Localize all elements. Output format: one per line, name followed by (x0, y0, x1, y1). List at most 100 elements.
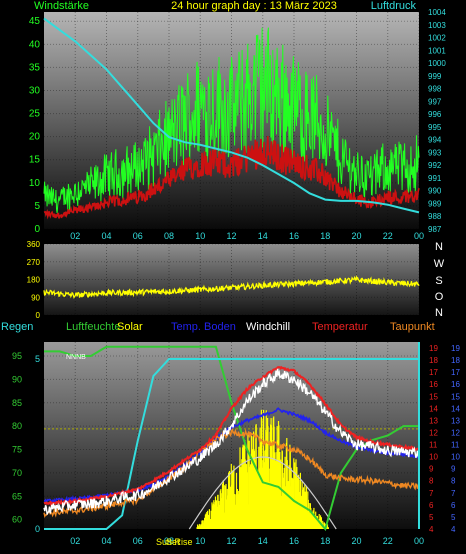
hour-tick-label: 18 (320, 536, 330, 546)
humidity-tick-label: 75 (12, 445, 22, 455)
pressure-tick-label: 997 (428, 97, 442, 106)
temp-tick-label: 13 (429, 416, 438, 425)
pressure-tick-label: 994 (428, 136, 442, 145)
pressure-tick-label: 993 (428, 148, 442, 157)
legend-rain: Regen (1, 321, 33, 333)
hour-tick-label: 12 (226, 536, 236, 546)
wind-tick-label: 25 (29, 109, 41, 120)
temp-tick-label: 15 (429, 392, 438, 401)
temp-tick-label: 6 (429, 501, 434, 510)
right-axis-title: Luftdruck (371, 0, 417, 12)
hour-tick-label: 22 (383, 231, 393, 241)
pressure-tick-label: 1004 (428, 8, 446, 17)
rain-line (44, 358, 419, 530)
wind-tick-label: 35 (29, 62, 41, 73)
hour-tick-label: 06 (133, 536, 143, 546)
humidity-tick-label: 60 (12, 515, 22, 525)
humidity-tick-label: 65 (12, 491, 22, 501)
temp-tick-label: 12 (429, 428, 438, 437)
direction-tick-label: 180 (27, 276, 41, 285)
hour-tick-label: 06 (133, 231, 143, 241)
left-axis-title: Windstärke (34, 0, 89, 12)
compass-n-top: N (435, 241, 443, 253)
temp-tick-label: 5 (429, 513, 434, 522)
hour-tick-label: 04 (101, 536, 111, 546)
temperature-series (43, 342, 420, 532)
hour-tick-label: 10 (195, 536, 205, 546)
hour-tick-label: 22 (383, 536, 393, 546)
hour-tick-label: 02 (70, 231, 80, 241)
pressure-tick-label: 1003 (428, 21, 446, 30)
chart-title: 24 hour graph day : 13 März 2023 (171, 0, 337, 12)
hour-tick-label: 12 (226, 231, 236, 241)
pressure-tick-label: 1002 (428, 34, 446, 43)
temp-tick-label: 8 (429, 477, 434, 486)
temp-tick-label-alt: 18 (451, 356, 460, 365)
pressure-tick-label: 996 (428, 110, 442, 119)
wind-average-line (43, 136, 420, 220)
sun-elevation-curve (188, 456, 337, 530)
hour-tick-label: 02 (70, 536, 80, 546)
humidity-tick-label: 85 (12, 398, 22, 408)
wind-tick-label: 15 (29, 155, 41, 166)
temp-tick-label-alt: 4 (451, 525, 456, 534)
legend-indoor: Temp. Boden (171, 321, 236, 333)
temp-tick-label: 10 (429, 453, 438, 462)
pressure-tick-label: 987 (428, 225, 442, 234)
humidity-tick-label: 95 (12, 351, 22, 361)
pressure-tick-label: 995 (428, 123, 442, 132)
compass-s: S (435, 275, 442, 287)
pressure-tick-label: 1000 (428, 59, 446, 68)
sunrise-label: Sun Rise (156, 537, 193, 547)
temp-tick-label: 14 (429, 404, 438, 413)
legend-temp: Temperatur (312, 321, 368, 333)
direction-tick-label: 0 (36, 311, 41, 320)
pressure-tick-label: 990 (428, 187, 442, 196)
pressure-tick-label: 988 (428, 212, 442, 221)
wind-tick-label: 5 (34, 201, 40, 212)
pressure-tick-label: 989 (428, 199, 442, 208)
hour-tick-label: 20 (351, 536, 361, 546)
wind-pressure-series (43, 17, 420, 220)
hour-tick-label: 04 (101, 231, 111, 241)
hour-tick-label: 16 (289, 231, 299, 241)
wind-tick-label: 40 (29, 39, 41, 50)
temp-tick-label-alt: 16 (451, 380, 460, 389)
pressure-tick-label: 991 (428, 174, 442, 183)
legend-solar: Solar (117, 321, 143, 333)
humidity-tick-label: 90 (12, 374, 22, 384)
dewpoint-line (43, 427, 420, 519)
temp-tick-label-alt: 8 (451, 477, 456, 486)
temp-tick-label-alt: 13 (451, 416, 460, 425)
hour-tick-label: 14 (258, 536, 268, 546)
hour-tick-label: 16 (289, 536, 299, 546)
pressure-tick-label: 1001 (428, 46, 446, 55)
wind-tick-label: 0 (34, 224, 40, 235)
hour-tick-label: 10 (195, 231, 205, 241)
compass-w: W (434, 258, 445, 270)
hour-tick-label: 20 (351, 231, 361, 241)
temp-tick-label-alt: 9 (451, 465, 456, 474)
temp-tick-label-alt: 14 (451, 404, 460, 413)
wind-tick-label: 10 (29, 178, 41, 189)
wind-pressure-panel (44, 12, 419, 229)
temp-tick-label-alt: 17 (451, 368, 460, 377)
sunset-label: Set (166, 537, 180, 547)
pressure-tick-label: 999 (428, 72, 442, 81)
temp-tick-label: 18 (429, 356, 438, 365)
hour-tick-label: 00 (414, 231, 424, 241)
temp-tick-label-alt: 10 (451, 453, 460, 462)
legend-windchill: Windchill (246, 321, 290, 333)
direction-tick-label: 270 (27, 258, 41, 267)
direction-tick-label: 90 (31, 293, 40, 302)
temp-tick-label-alt: 12 (451, 428, 460, 437)
pressure-tick-label: 992 (428, 161, 442, 170)
rain-tick-label: 5 (35, 354, 40, 364)
direction-tick-label: 360 (27, 240, 41, 249)
temp-tick-label-alt: 7 (451, 489, 456, 498)
temp-tick-label: 9 (429, 465, 434, 474)
temp-tick-label: 17 (429, 368, 438, 377)
compass-n-bottom: N (435, 307, 443, 319)
